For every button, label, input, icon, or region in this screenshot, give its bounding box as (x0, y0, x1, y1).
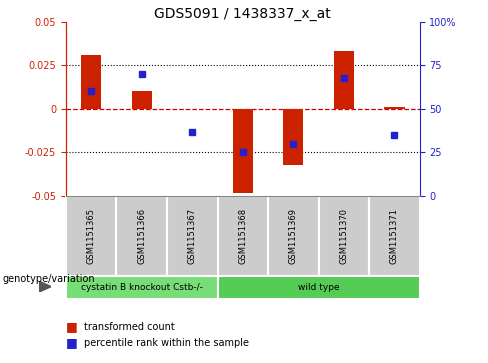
Text: GSM1151370: GSM1151370 (339, 208, 348, 264)
Bar (66, 196, 117, 276)
Bar (81, 55, 102, 109)
Text: ■: ■ (66, 320, 78, 333)
Bar (132, 91, 152, 109)
Bar (268, 196, 319, 276)
Bar (334, 52, 354, 109)
Text: transformed count: transformed count (84, 322, 175, 332)
Text: wild type: wild type (298, 283, 340, 292)
Bar (233, 109, 253, 192)
Text: ■: ■ (66, 337, 78, 350)
Text: GSM1151365: GSM1151365 (87, 208, 96, 264)
Text: cystatin B knockout Cstb-/-: cystatin B knockout Cstb-/- (81, 283, 203, 292)
Text: GSM1151369: GSM1151369 (289, 208, 298, 264)
Title: GDS5091 / 1438337_x_at: GDS5091 / 1438337_x_at (154, 7, 331, 21)
Text: GSM1151371: GSM1151371 (390, 208, 399, 264)
Bar (117, 196, 167, 276)
Bar (385, 107, 405, 109)
Bar (167, 196, 218, 276)
Text: GSM1151367: GSM1151367 (188, 208, 197, 264)
Text: GSM1151366: GSM1151366 (137, 208, 146, 264)
Bar (283, 109, 304, 165)
Text: percentile rank within the sample: percentile rank within the sample (84, 338, 249, 348)
Bar (66, 276, 218, 299)
Bar (218, 276, 420, 299)
Text: GSM1151368: GSM1151368 (238, 208, 247, 264)
Bar (319, 196, 369, 276)
Polygon shape (39, 281, 51, 292)
Bar (218, 196, 268, 276)
Bar (369, 196, 420, 276)
Text: genotype/variation: genotype/variation (2, 274, 95, 284)
